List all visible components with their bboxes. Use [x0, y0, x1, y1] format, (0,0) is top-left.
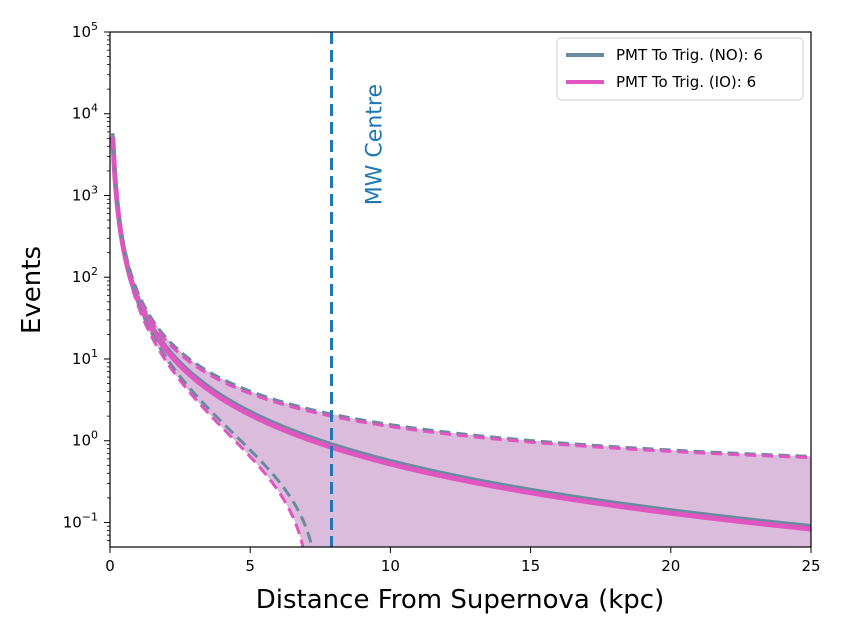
y-tick-label-1: 100	[72, 429, 98, 450]
y-tick-label-0: 10−1	[63, 510, 98, 531]
x-tick-label-5: 25	[801, 557, 820, 575]
y-tick-label-5: 104	[72, 102, 98, 123]
series-line-5	[111, 137, 305, 547]
legend-label-io: PMT To Trig. (IO): 6	[616, 73, 756, 91]
y-tick-label-4: 103	[72, 183, 98, 204]
legend: PMT To Trig. (NO): 6 PMT To Trig. (IO): …	[556, 37, 804, 101]
x-axis: 0 5 10 15 20 25	[105, 547, 821, 575]
x-tick-label-2: 10	[381, 557, 400, 575]
plot-frame	[109, 31, 812, 548]
series-line-1	[110, 136, 811, 532]
x-axis-label: Distance From Supernova (kpc)	[256, 585, 664, 615]
x-tick-label-1: 5	[245, 557, 255, 575]
mw-centre-label: MW Centre	[363, 84, 388, 205]
series-line-4	[111, 134, 314, 547]
y-tick-label-3: 102	[72, 265, 98, 286]
legend-label-no: PMT To Trig. (NO): 6	[616, 46, 763, 64]
x-tick-label-3: 15	[521, 557, 540, 575]
series-line-3	[111, 136, 811, 460]
y-tick-label-6: 105	[72, 20, 98, 41]
series-line-0	[111, 133, 811, 528]
y-tick-label-2: 101	[72, 347, 98, 368]
x-tick-label-0: 0	[105, 557, 115, 575]
y-axis: 10−1 100 101 102 103 104 105	[63, 20, 110, 542]
y-axis-label: Events	[17, 246, 47, 334]
uncertainty-band	[112, 133, 811, 547]
plot-area: MW Centre	[110, 32, 811, 547]
x-tick-label-4: 20	[661, 557, 680, 575]
legend-box	[556, 37, 804, 101]
